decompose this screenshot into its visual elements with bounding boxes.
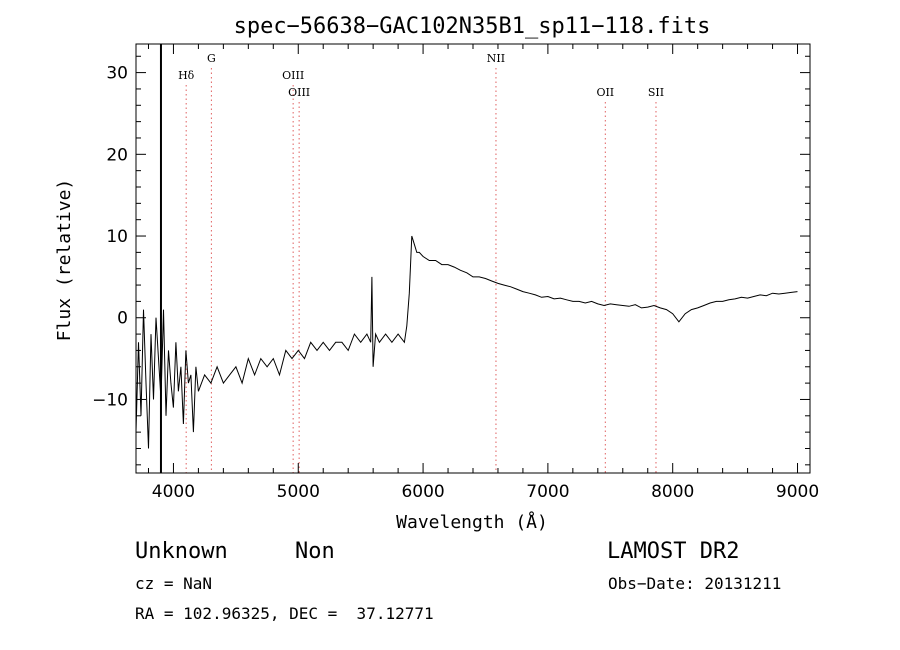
x-axis-label: Wavelength (Å) <box>396 511 548 533</box>
spectral-line-label: OIII <box>282 69 304 82</box>
obs-date: Obs−Date: 20131211 <box>608 574 782 593</box>
spectrum-series-line <box>135 235 798 449</box>
spectral-line-label: OII <box>596 86 614 99</box>
y-tick-label: −10 <box>92 390 128 410</box>
redshift-text: cz = NaN <box>135 574 213 593</box>
x-tick-label: 5000 <box>277 482 320 502</box>
y-axis-ticks: −10 0 10 20 30 <box>92 55 810 466</box>
x-tick-label: 4000 <box>152 482 195 502</box>
y-tick-label: 20 <box>106 145 128 165</box>
spectral-line-labels: Hδ G OIII OIII NII OII SII <box>178 52 664 99</box>
coordinates: RA = 102.96325, DEC = 37.12771 <box>135 604 434 623</box>
x-axis-ticks: 4000 5000 6000 7000 8000 9000 <box>147 44 819 502</box>
survey-name: LAMOST DR2 <box>607 539 740 564</box>
chart-title: spec−56638−GAC102N35B1_sp11−118.fits <box>234 14 711 39</box>
spectral-line-markers <box>185 68 657 473</box>
spectral-line-label: OIII <box>288 86 310 99</box>
y-tick-label: 10 <box>106 227 128 247</box>
plot-area <box>135 43 811 474</box>
plot-frame <box>135 43 811 474</box>
x-tick-label: 8000 <box>651 482 694 502</box>
y-tick-label: 0 <box>117 309 128 329</box>
object-subclass: Non <box>295 539 335 564</box>
object-class: Unknown <box>135 539 228 564</box>
spectrum-chart: spec−56638−GAC102N35B1_sp11−118.fits Hδ G… <box>54 14 819 533</box>
x-tick-label: 6000 <box>401 482 444 502</box>
spectral-line-label: Hδ <box>178 69 195 82</box>
spectral-line-label: NII <box>487 52 505 65</box>
x-tick-label: 9000 <box>776 482 819 502</box>
x-tick-label: 7000 <box>526 482 569 502</box>
spectral-line-label: SII <box>648 86 664 99</box>
spectral-line-label: G <box>207 52 216 65</box>
series-group <box>135 235 798 449</box>
y-tick-label: 30 <box>106 64 128 84</box>
y-axis-label: Flux (relative) <box>54 179 75 342</box>
